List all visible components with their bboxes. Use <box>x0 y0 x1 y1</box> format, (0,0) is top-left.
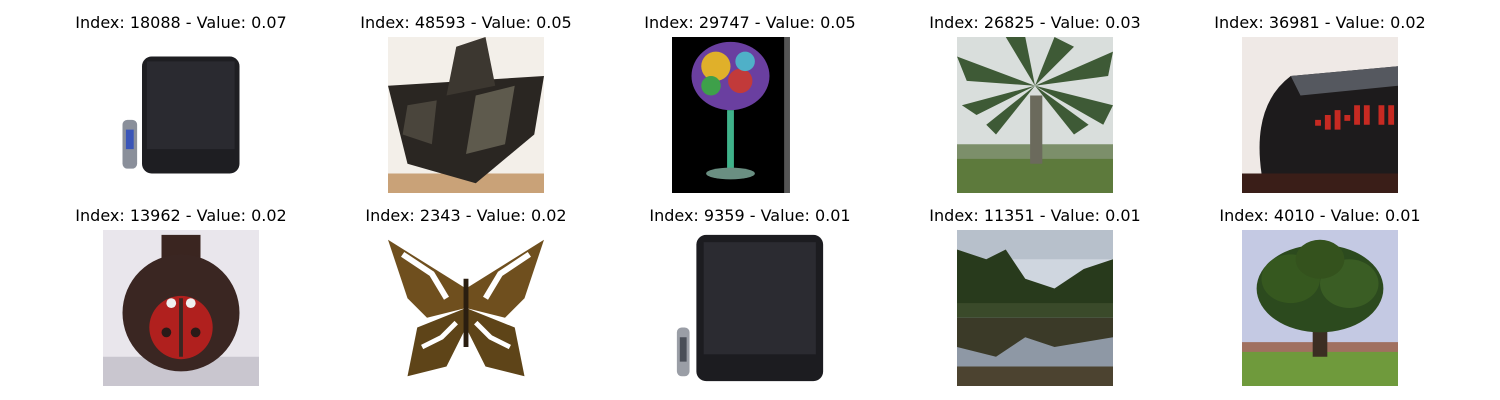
panel-title: Index: 26825 - Value: 0.03 <box>929 13 1141 32</box>
thumbnail-television <box>672 230 828 386</box>
panel-title: Index: 13962 - Value: 0.02 <box>75 206 287 225</box>
panel-title: Index: 29747 - Value: 0.05 <box>644 13 856 32</box>
thumbnail-forest-lake <box>957 230 1113 386</box>
panel-title: Index: 9359 - Value: 0.01 <box>649 206 851 225</box>
thumbnail-cocktail-glass <box>672 37 828 193</box>
thumbnail-television <box>103 37 259 193</box>
thumbnail-box-object <box>388 37 544 193</box>
thumbnail-ladybug-pot <box>103 230 259 386</box>
thumbnail-butterfly <box>388 230 544 386</box>
panel-title: Index: 48593 - Value: 0.05 <box>360 13 572 32</box>
panel-title: Index: 11351 - Value: 0.01 <box>929 206 1141 225</box>
thumbnail-palm-tree <box>957 37 1113 193</box>
thumbnail-oak-tree <box>1242 230 1398 386</box>
panel-title: Index: 36981 - Value: 0.02 <box>1214 13 1426 32</box>
panel-title: Index: 4010 - Value: 0.01 <box>1219 206 1421 225</box>
thumbnail-alarm-clock <box>1242 37 1398 193</box>
panel-title: Index: 2343 - Value: 0.02 <box>365 206 567 225</box>
panel-title: Index: 18088 - Value: 0.07 <box>75 13 287 32</box>
